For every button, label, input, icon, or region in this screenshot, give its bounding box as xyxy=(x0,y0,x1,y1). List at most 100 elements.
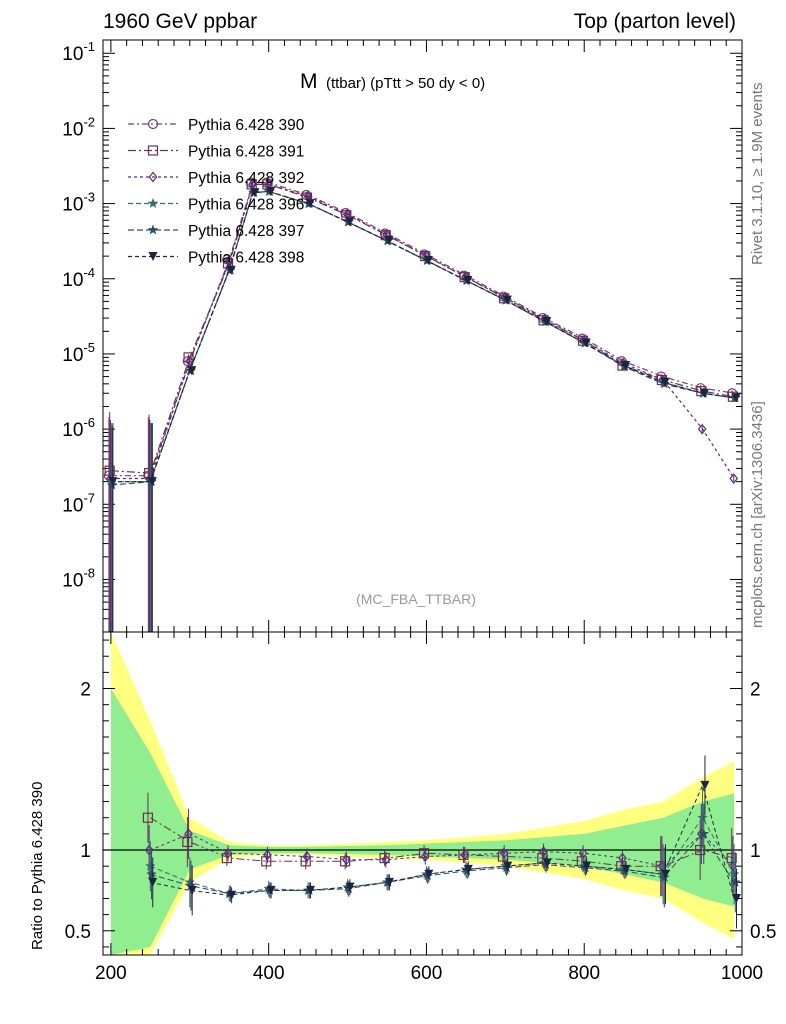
x-tick-label: 600 xyxy=(411,963,443,984)
data-point xyxy=(250,188,260,198)
data-point xyxy=(305,199,315,209)
ratio-point xyxy=(142,812,154,823)
legend-marker xyxy=(147,224,159,235)
ratio-point xyxy=(418,848,430,859)
ratio-point xyxy=(266,885,276,895)
y-tick-label: 2 xyxy=(80,680,91,701)
ratio-frame xyxy=(102,631,743,956)
legend-label: Pythia 6.428 398 xyxy=(188,250,304,267)
ratio-point xyxy=(661,869,671,879)
ratio-point xyxy=(658,871,670,883)
data-point xyxy=(542,317,552,327)
y-tick-label: 10-7 xyxy=(62,490,95,516)
series-pythia-6.428-398 xyxy=(108,186,741,632)
y-tick-label: 10-1 xyxy=(62,39,95,65)
ratio-point xyxy=(187,885,197,895)
mcplots-label: mcplots.cern.ch [arXiv:1306.3436] xyxy=(749,401,766,628)
data-point xyxy=(345,217,355,227)
ratio-point xyxy=(460,849,470,861)
data-point xyxy=(147,477,157,487)
ratio-point xyxy=(539,846,548,858)
data-point xyxy=(502,295,512,305)
plot-title: M (ttbar) (pTtt > 50 dy < 0) xyxy=(300,70,485,93)
ratio-point xyxy=(503,861,513,871)
ratio-point xyxy=(582,861,592,871)
y-tick-label: 10-6 xyxy=(62,415,95,441)
data-point xyxy=(660,377,670,387)
legend-label: Pythia 6.428 390 xyxy=(188,117,305,134)
ratio-point xyxy=(227,890,237,900)
legend-label: Pythia 6.428 396 xyxy=(188,197,304,214)
ratio-point xyxy=(144,844,154,856)
y-tick-label: 10-2 xyxy=(62,114,95,140)
ratio-point xyxy=(345,882,355,892)
y-tick-label-right: 2 xyxy=(750,680,761,701)
data-point xyxy=(423,255,433,265)
x-tick-label: 800 xyxy=(568,963,600,984)
y-tick-label-right: 1 xyxy=(750,841,761,862)
ratio-point xyxy=(221,852,232,864)
ratio-point xyxy=(578,847,588,859)
ratio-series-pythia-6.428-398 xyxy=(148,755,742,929)
y-tick-label: 1 xyxy=(80,841,91,862)
plot-title-main: M xyxy=(300,70,318,93)
plot-title-sub: (ttbar) (pTtt > 50 dy < 0) xyxy=(326,75,485,92)
ratio-x-ticks: 200 400 600 800 1000 xyxy=(95,632,763,984)
ratio-point xyxy=(146,868,157,879)
ratio-point xyxy=(148,877,158,887)
rivet-label: Rivet 3.1.10, ≥ 1.9M events xyxy=(749,83,766,266)
data-point xyxy=(581,338,591,348)
ratio-point xyxy=(698,828,710,839)
ratio-plot: 0.5 0.5 1 1 2 2 200 400 600 800 1000 xyxy=(65,631,776,984)
main-y-ticks: 10-1 10-2 10-3 10-4 10-5 10-6 10-7 10-8 xyxy=(62,39,742,633)
ratio-line xyxy=(150,833,735,895)
data-point xyxy=(700,388,710,398)
header-right: Top (parton level) xyxy=(574,10,736,33)
ratio-point xyxy=(420,851,430,862)
ratio-point xyxy=(732,893,742,903)
series-line xyxy=(110,190,735,483)
legend-marker xyxy=(147,118,159,130)
ratio-point xyxy=(729,876,741,888)
ratio-point xyxy=(621,864,631,874)
y-tick-label: 10-8 xyxy=(62,565,95,591)
ratio-point xyxy=(542,858,552,868)
ratio-y-ticks: 0.5 0.5 1 1 2 2 xyxy=(65,639,776,948)
x-tick-label: 200 xyxy=(95,963,127,984)
data-point xyxy=(266,186,276,196)
legend-marker xyxy=(148,252,158,261)
data-point xyxy=(185,355,194,367)
legend-label: Pythia 6.428 391 xyxy=(188,144,304,161)
x-tick-label: 400 xyxy=(253,963,285,984)
y-tick-label: 10-5 xyxy=(62,340,95,366)
legend-label: Pythia 6.428 397 xyxy=(188,223,304,240)
ratio-point xyxy=(261,856,272,867)
analysis-label: (MC_FBA_TTBAR) xyxy=(356,591,476,607)
x-tick-label: 1000 xyxy=(721,963,763,984)
ratio-point xyxy=(499,847,509,859)
ratio-point xyxy=(384,877,394,887)
ratio-point xyxy=(381,854,391,866)
ratio-point xyxy=(695,844,706,856)
data-point xyxy=(729,473,739,485)
data-point xyxy=(731,393,741,403)
ratio-point xyxy=(223,847,233,859)
series-line xyxy=(110,183,735,480)
ratio-line xyxy=(150,816,735,895)
data-point xyxy=(226,265,236,275)
ratio-point xyxy=(700,780,710,790)
data-point xyxy=(697,423,707,435)
series-pythia-6.428-391 xyxy=(104,179,739,632)
ratio-line xyxy=(150,783,735,899)
ratio-ylabel: Ratio to Pythia 6.428 390 xyxy=(29,782,46,950)
legend-marker xyxy=(148,171,158,183)
ratio-point xyxy=(697,811,708,823)
ratio-point xyxy=(728,868,740,879)
series-line xyxy=(110,182,735,477)
main-plot: 10-1 10-2 10-3 10-4 10-5 10-6 10-7 10-8 Pythia 6… xyxy=(62,39,743,633)
ratio-point xyxy=(341,854,351,866)
uncertainty-band-yellow xyxy=(110,632,735,955)
data-point xyxy=(187,366,197,376)
data-point xyxy=(384,236,394,246)
series-pythia-6.428-392 xyxy=(106,178,739,632)
